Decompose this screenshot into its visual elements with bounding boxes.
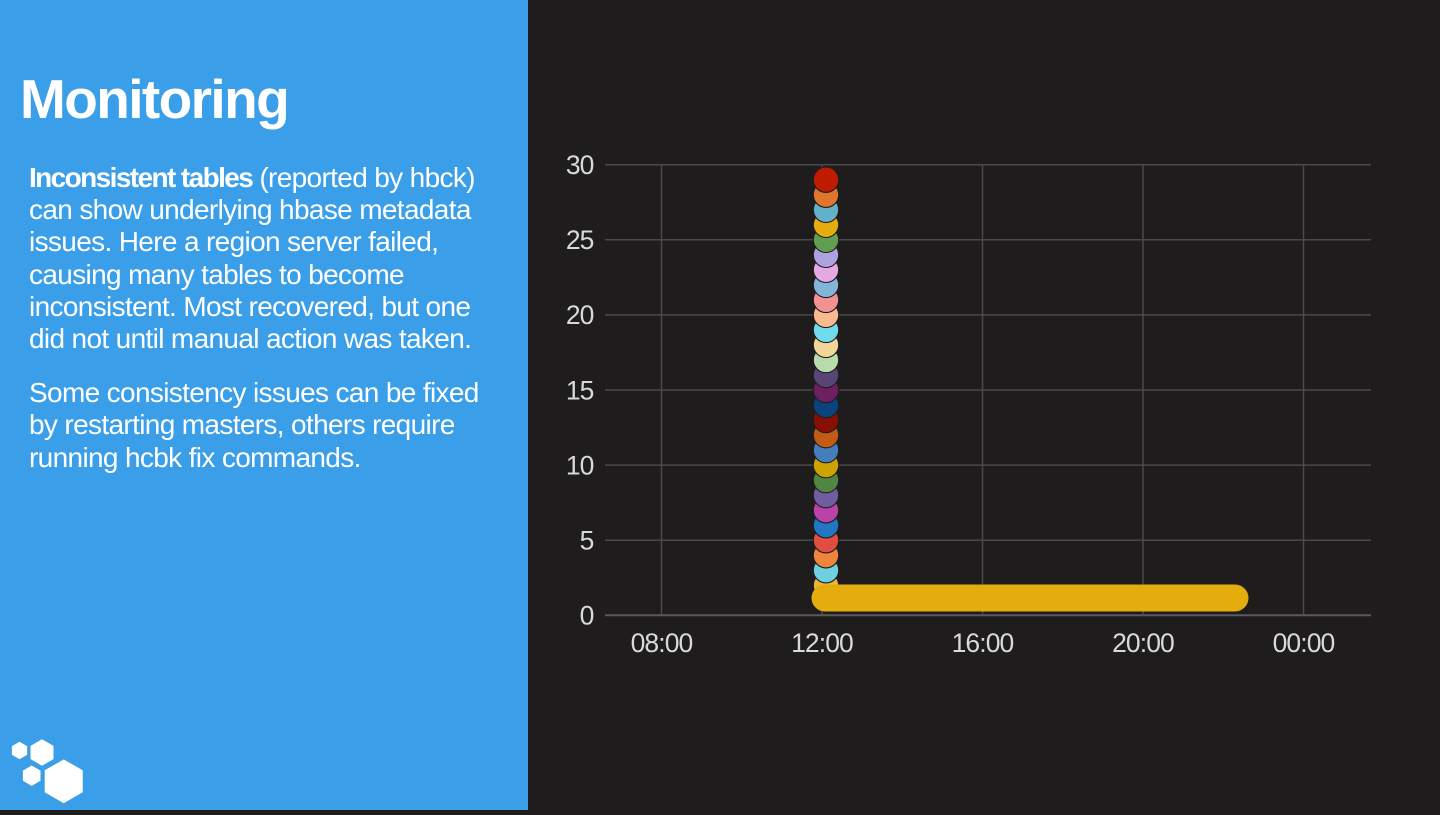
svg-text:20: 20 bbox=[566, 300, 594, 330]
svg-text:15: 15 bbox=[566, 375, 594, 405]
svg-text:12:00: 12:00 bbox=[791, 628, 853, 658]
svg-text:5: 5 bbox=[580, 526, 594, 556]
svg-text:0: 0 bbox=[580, 601, 594, 631]
svg-text:16:00: 16:00 bbox=[952, 628, 1014, 658]
svg-text:20:00: 20:00 bbox=[1112, 628, 1174, 658]
svg-text:10: 10 bbox=[566, 450, 594, 480]
svg-text:30: 30 bbox=[566, 150, 594, 180]
svg-text:00:00: 00:00 bbox=[1273, 628, 1335, 658]
svg-text:25: 25 bbox=[566, 225, 594, 255]
svg-text:08:00: 08:00 bbox=[631, 628, 693, 658]
